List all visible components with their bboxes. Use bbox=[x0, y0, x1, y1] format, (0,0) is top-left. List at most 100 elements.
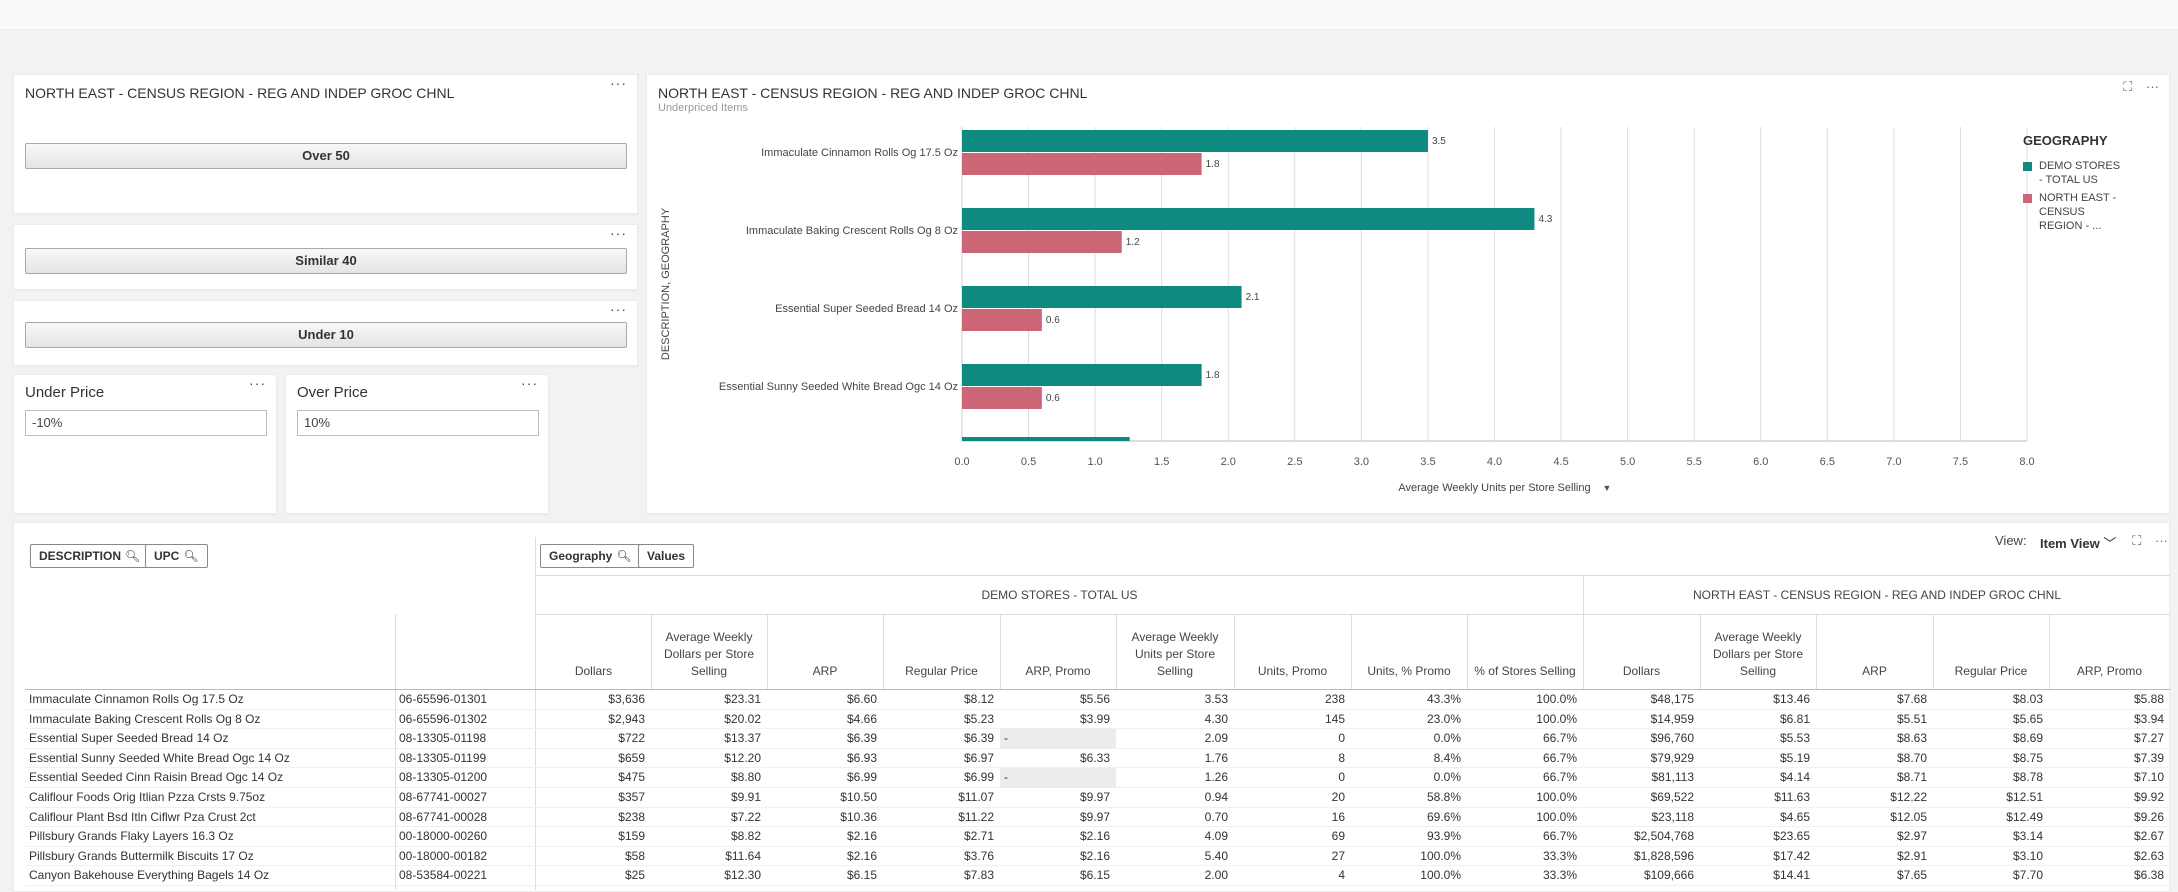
column-header[interactable]: ARP, Promo bbox=[1004, 620, 1112, 680]
more-menu-icon[interactable]: ··· bbox=[2155, 533, 2168, 548]
data-label: 1.8 bbox=[1206, 159, 1220, 170]
cell-value: $2,943 bbox=[608, 711, 645, 726]
column-header[interactable]: Regular Price bbox=[887, 620, 996, 680]
expand-icon[interactable]: ⛶ bbox=[2123, 79, 2133, 94]
table-row[interactable]: Immaculate Cinnamon Rolls Og 17.5 Oz 06-6… bbox=[25, 690, 2170, 710]
cell-value: $7.83 bbox=[963, 868, 994, 883]
column-header[interactable]: Average Weekly Units per Store Selling bbox=[1120, 620, 1230, 680]
table-row[interactable]: Califlour Foods Orig Itlian Pzza Crsts 9… bbox=[25, 788, 2170, 808]
x-tick-label: 4.5 bbox=[1553, 456, 1568, 468]
cell-description: Pillsbury Grands Flaky Layers 16.3 Oz bbox=[29, 829, 234, 844]
view-select[interactable]: Item View ﹀ bbox=[2040, 533, 2116, 552]
under-10-button[interactable]: Under 10 bbox=[25, 322, 627, 348]
column-header[interactable]: ARP bbox=[771, 620, 879, 680]
cell-value: $20.02 bbox=[724, 711, 761, 726]
more-menu-icon[interactable]: ··· bbox=[521, 375, 538, 391]
cell-value: $7.65 bbox=[1896, 868, 1927, 883]
cell-value: $7.10 bbox=[2133, 770, 2164, 785]
column-header[interactable]: Dollars bbox=[1587, 620, 1696, 680]
more-menu-icon[interactable]: ··· bbox=[610, 75, 627, 91]
column-header[interactable]: Units, Promo bbox=[1238, 620, 1347, 680]
pill-label: Geography bbox=[549, 549, 613, 563]
cell-value: $6.60 bbox=[846, 692, 877, 706]
more-menu-icon[interactable]: ··· bbox=[610, 301, 627, 317]
column-header[interactable]: Average Weekly Dollars per Store Selling bbox=[1704, 620, 1812, 680]
under-price-input[interactable]: -10% bbox=[25, 410, 267, 436]
header-divider bbox=[536, 575, 2170, 576]
table-body: Immaculate Cinnamon Rolls Og 17.5 Oz 06-6… bbox=[25, 690, 2170, 886]
category-label: Essential Super Seeded Bread 14 Oz bbox=[775, 303, 958, 315]
upc-pill[interactable]: UPC 🔍︎ bbox=[145, 544, 208, 568]
column-header[interactable]: Units, % Promo bbox=[1355, 620, 1463, 680]
column-divider bbox=[883, 614, 884, 690]
view-label: View: bbox=[1995, 533, 2027, 548]
cell-value: 5.40 bbox=[1204, 848, 1228, 863]
table-row[interactable]: Califlour Plant Bsd Itln Ciflwr Pza Crus… bbox=[25, 808, 2170, 828]
expand-icon[interactable]: ⛶ bbox=[2132, 533, 2142, 548]
column-divider bbox=[1000, 614, 1001, 690]
column-header[interactable]: ARP bbox=[1820, 620, 1929, 680]
table-row[interactable]: Essential Super Seeded Bread 14 Oz 08-133… bbox=[25, 729, 2170, 749]
table-row[interactable]: Essential Sunny Seeded White Bread Ogc 1… bbox=[25, 749, 2170, 769]
cell-value: $5.53 bbox=[1779, 731, 1810, 746]
table-row[interactable]: Pillsbury Grands Buttermilk Biscuits 17 … bbox=[25, 847, 2170, 867]
cell-value: $3.99 bbox=[1079, 711, 1110, 726]
column-header[interactable]: Dollars bbox=[540, 620, 647, 680]
cell-value: $12.20 bbox=[724, 750, 761, 765]
search-icon: 🔍︎ bbox=[183, 549, 199, 563]
legend-item-north-east[interactable]: NORTH EAST - CENSUS REGION - ... bbox=[2023, 191, 2123, 233]
more-menu-icon[interactable]: ··· bbox=[249, 375, 266, 391]
column-header-label: % of Stores Selling bbox=[1474, 664, 1576, 678]
geography-pill[interactable]: Geography 🔍︎ bbox=[540, 544, 641, 568]
x-tick-label: 1.0 bbox=[1087, 456, 1102, 468]
cell-value: $6.38 bbox=[2133, 868, 2164, 883]
column-divider bbox=[395, 614, 396, 890]
cell-value: $7.70 bbox=[2012, 868, 2043, 883]
cell-upc: 08-67741-00028 bbox=[399, 809, 488, 824]
x-tick-label: 7.0 bbox=[1886, 456, 1901, 468]
cell-value: $3.94 bbox=[2133, 711, 2164, 726]
cell-upc: 08-13305-01200 bbox=[399, 770, 488, 785]
filter-panel-over: ··· NORTH EAST - CENSUS REGION - REG AND… bbox=[13, 74, 638, 214]
description-pill[interactable]: DESCRIPTION 🔍︎ bbox=[30, 544, 150, 568]
over-price-input[interactable]: 10% bbox=[297, 410, 539, 436]
similar-40-button[interactable]: Similar 40 bbox=[25, 248, 627, 274]
caret-down-icon[interactable]: ▼ bbox=[1603, 483, 1612, 493]
cell-value: 20 bbox=[1331, 789, 1345, 804]
table-row[interactable]: Canyon Bakehouse Everything Bagels 14 Oz… bbox=[25, 866, 2170, 886]
more-menu-icon[interactable]: ··· bbox=[2146, 79, 2159, 94]
data-label: 2.1 bbox=[1246, 292, 1260, 303]
x-axis-label: Average Weekly Units per Store Selling bbox=[1398, 482, 1590, 494]
cell-value: $3.10 bbox=[2012, 848, 2043, 863]
table-row[interactable]: Essential Seeded Cinn Raisin Bread Ogc 1… bbox=[25, 768, 2170, 788]
table-row[interactable]: Pillsbury Grands Flaky Layers 16.3 Oz 00-… bbox=[25, 827, 2170, 847]
cell-value: 4.09 bbox=[1204, 829, 1228, 844]
x-tick-label: 3.0 bbox=[1354, 456, 1369, 468]
chevron-down-icon: ﹀ bbox=[2103, 536, 2117, 551]
over-50-button[interactable]: Over 50 bbox=[25, 143, 627, 169]
bar bbox=[962, 364, 1202, 386]
cell-value: $8.70 bbox=[1896, 750, 1927, 765]
legend-swatch bbox=[2023, 194, 2032, 203]
data-label: 1.8 bbox=[1206, 370, 1220, 381]
cell-value: $7.27 bbox=[2133, 731, 2164, 746]
cell-value: $2.16 bbox=[1079, 829, 1110, 844]
cell-value: 93.9% bbox=[1426, 829, 1461, 844]
cell-value: $238 bbox=[618, 809, 645, 824]
legend-item-demo-stores[interactable]: DEMO STORES - TOTAL US bbox=[2023, 159, 2123, 187]
column-header[interactable]: Average Weekly Dollars per Store Selling bbox=[655, 620, 763, 680]
cell-value: 1.26 bbox=[1204, 770, 1228, 785]
filter-panel-similar: ··· Similar 40 bbox=[13, 224, 638, 290]
values-pill[interactable]: Values bbox=[638, 544, 695, 568]
bar bbox=[962, 153, 1202, 175]
cell-value: 145 bbox=[1324, 711, 1345, 726]
column-header[interactable]: % of Stores Selling bbox=[1471, 620, 1579, 680]
column-header[interactable]: Regular Price bbox=[1937, 620, 2045, 680]
cell-value: $1,828,596 bbox=[1633, 848, 1694, 863]
table-row[interactable]: Immaculate Baking Crescent Rolls Og 8 Oz… bbox=[25, 710, 2170, 730]
cell-upc: 06-65596-01302 bbox=[399, 711, 488, 726]
more-menu-icon[interactable]: ··· bbox=[610, 225, 627, 241]
cell-value: 0.70 bbox=[1204, 809, 1228, 824]
column-header[interactable]: ARP, Promo bbox=[2053, 620, 2166, 680]
cell-value: 27 bbox=[1331, 848, 1345, 863]
